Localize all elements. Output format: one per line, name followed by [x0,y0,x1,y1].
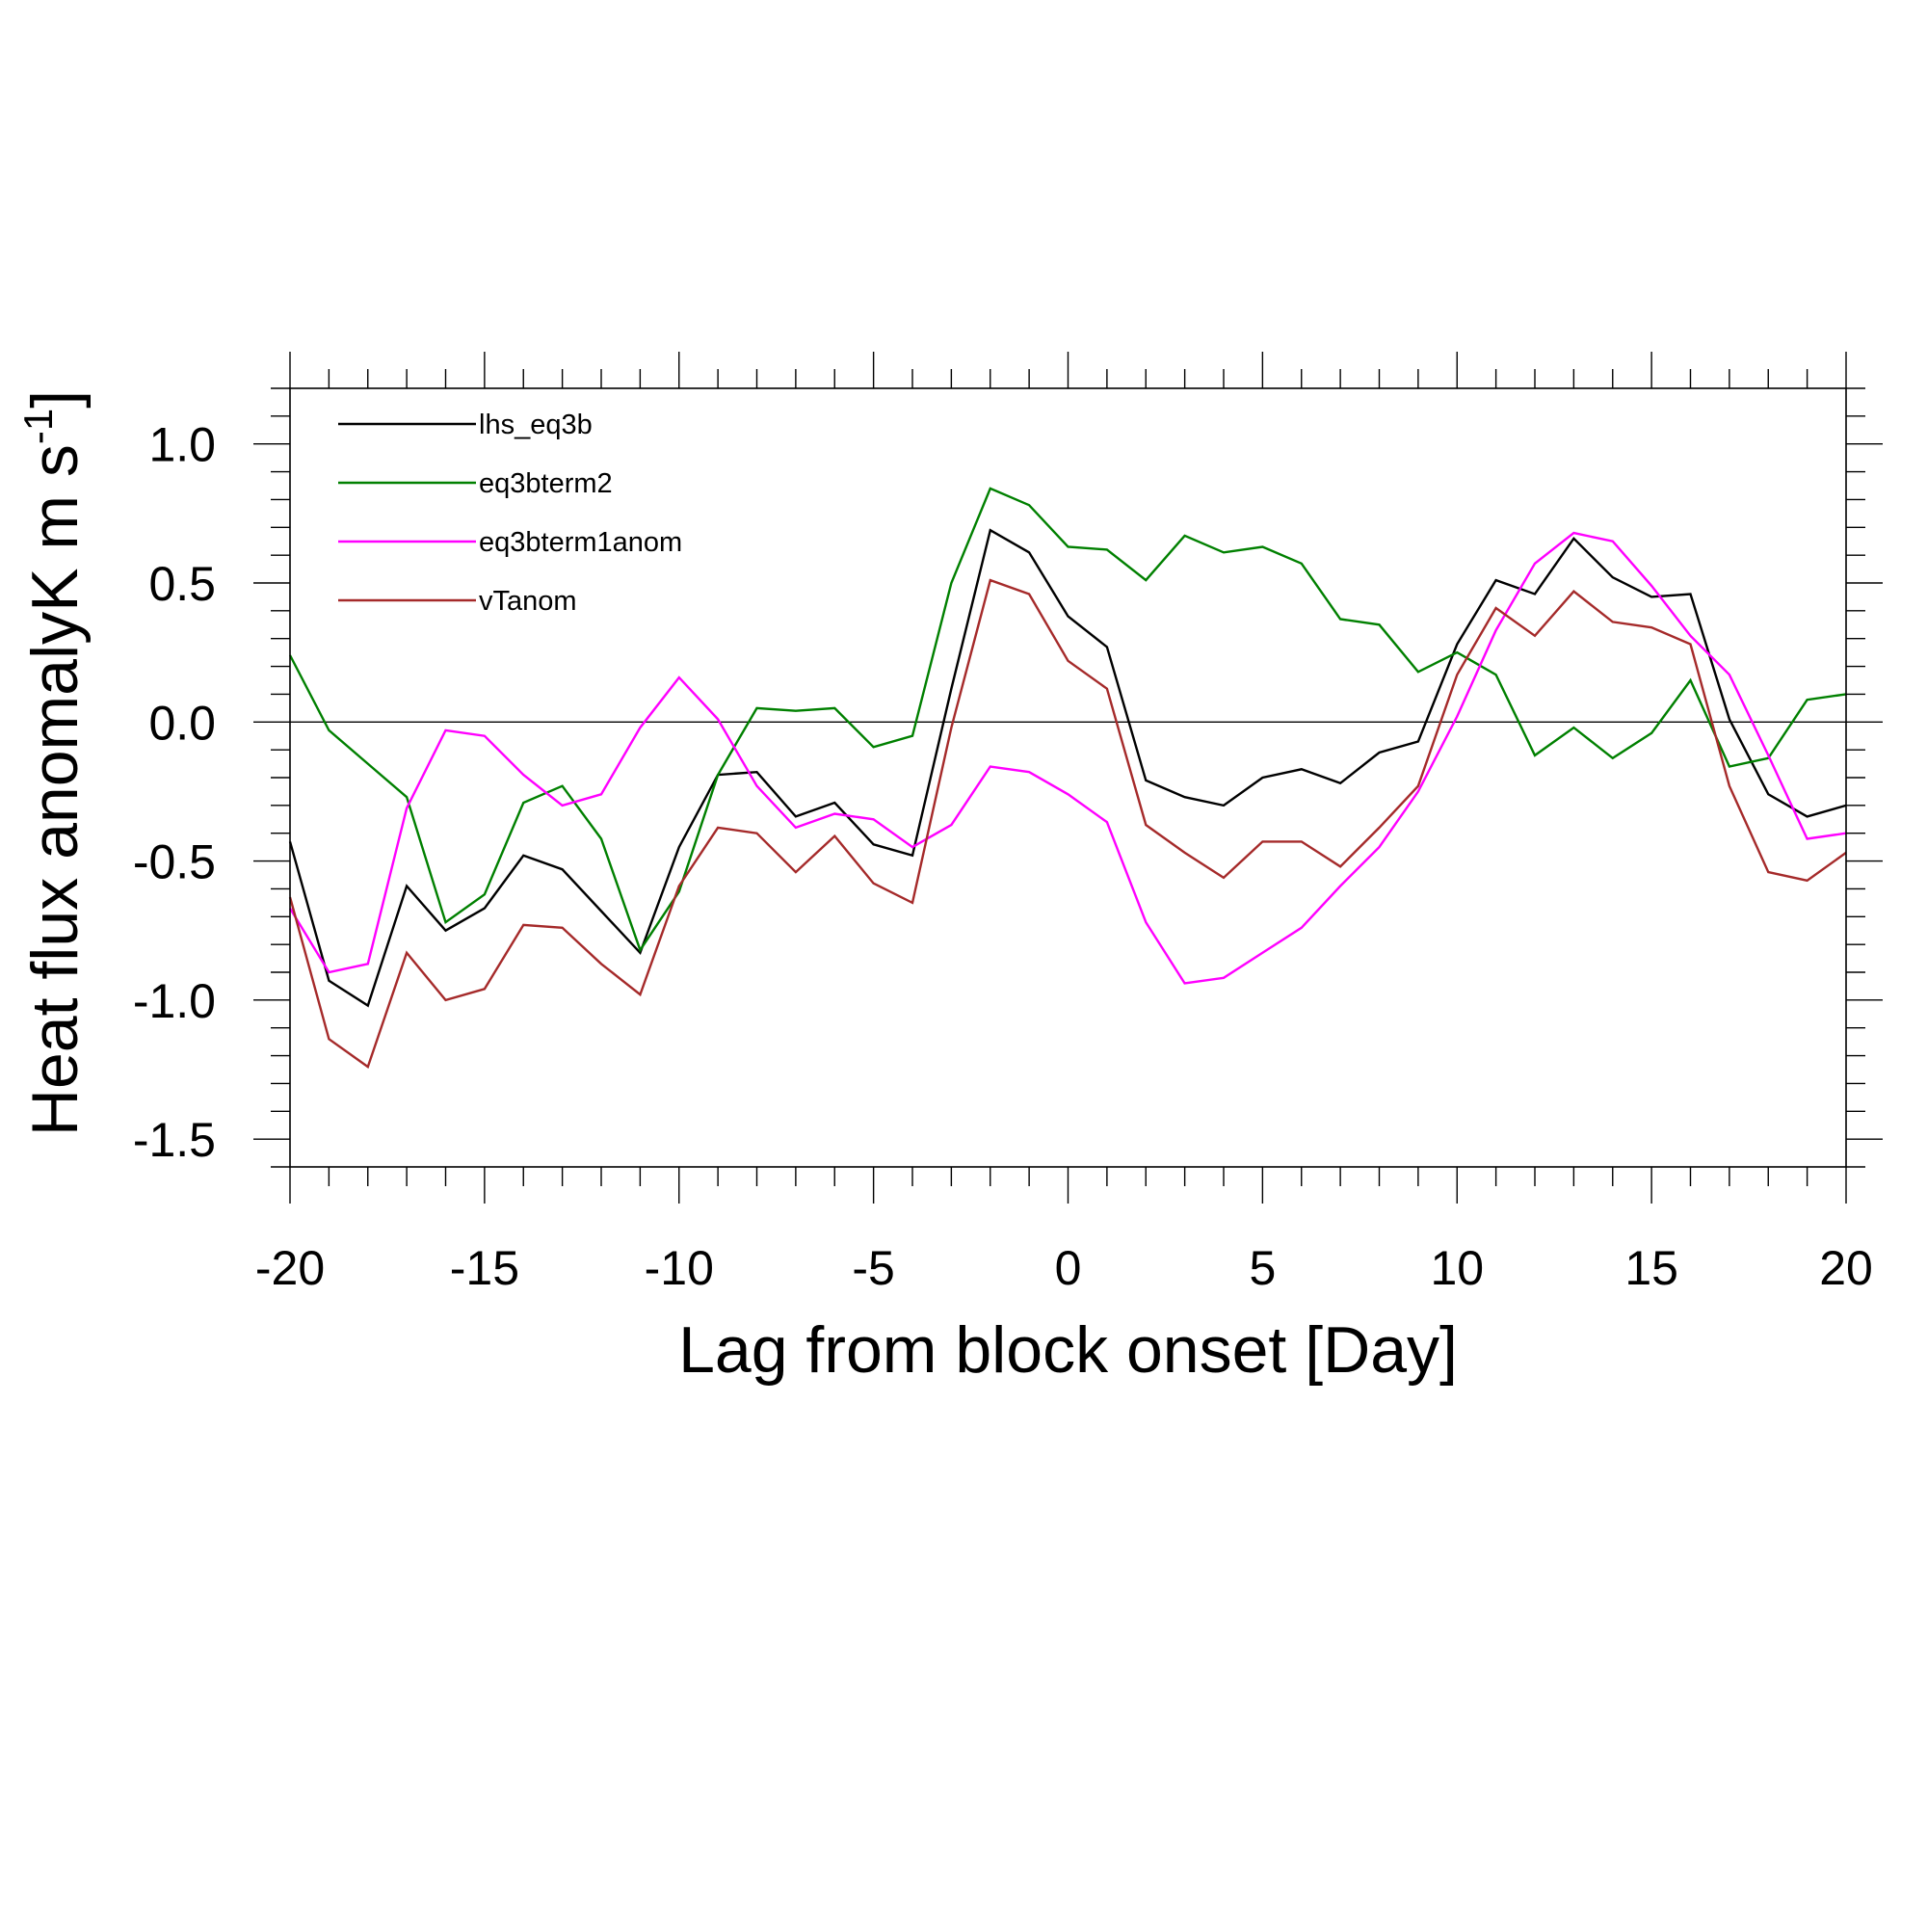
series-line-eq3bterm2 [288,487,1847,953]
legend-label-vTanom: vTanom [479,586,577,617]
axis-ticks [253,352,1883,1204]
y-axis-title-main: Heat flux anomalyK m s [18,444,92,1136]
y-axis-title: Heat flux anomalyK m s-1] [15,390,92,1136]
y-tick-label: -1.5 [133,1113,216,1167]
legend-label-eq3bterm2: eq3bterm2 [479,468,613,499]
legend: lhs_eq3b eq3bterm2 eq3bterm1anom vTanom [338,410,682,617]
tick-labels: -20 -15 -10 -5 0 5 10 15 20 -1.5 -1.0 -0.5 0.0 0.5 1.0 [133,418,1873,1295]
series-line-eq3bterm1anom [288,531,1847,985]
x-tick-label: 10 [1430,1241,1484,1295]
series-line-lhs_eq3b [288,528,1847,1008]
series-line-vTanom [288,578,1847,1070]
series-lines [288,487,1847,1070]
y-tick-label: -0.5 [133,835,216,889]
x-tick-label: -5 [852,1241,894,1295]
y-axis-title-bracket: ] [18,390,92,409]
x-tick-label: -10 [645,1241,714,1295]
x-axis-title: Lag from block onset [Day] [678,1313,1458,1387]
y-axis-title-superscript: -1 [15,409,61,444]
legend-label-eq3bterm1anom: eq3bterm1anom [479,527,682,558]
x-tick-label: -15 [450,1241,519,1295]
y-tick-label: -1.0 [133,974,216,1028]
x-tick-label: -20 [255,1241,325,1295]
legend-label-lhs_eq3b: lhs_eq3b [479,410,593,440]
x-tick-label: 15 [1624,1241,1678,1295]
x-tick-label: 20 [1819,1241,1873,1295]
x-tick-label: 0 [1055,1241,1082,1295]
y-tick-label: 0.0 [148,696,216,750]
y-tick-label: 1.0 [148,418,216,472]
plot-frame [289,387,1847,1168]
y-tick-label: 0.5 [148,557,216,611]
x-tick-label: 5 [1249,1241,1276,1295]
